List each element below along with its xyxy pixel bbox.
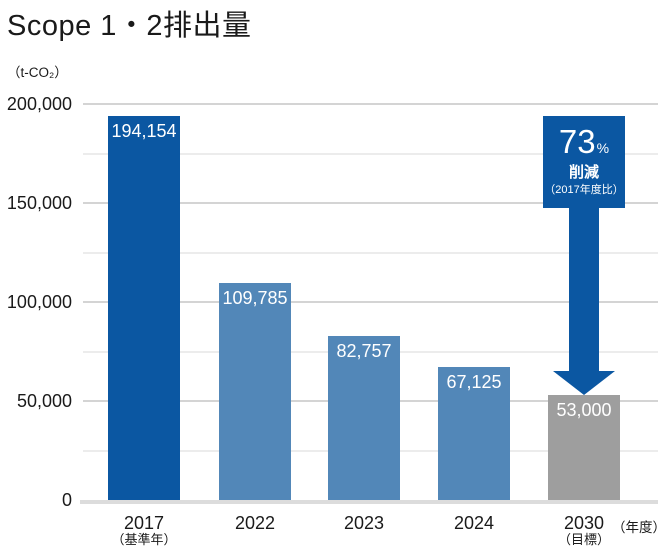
x-axis-line [80, 500, 658, 504]
reduction-percent-value: 73 [558, 123, 596, 160]
x-axis-tick-sublabel: （基準年） [111, 532, 177, 547]
bar-value-label: 82,757 [336, 341, 392, 362]
bar-2022: 109,785 [219, 282, 291, 500]
reduction-percent: 73 % [558, 123, 610, 163]
reduction-baseline-note: （2017年度比） [544, 184, 624, 196]
y-axis-tick-label: 150,000 [6, 193, 72, 213]
bar-value-label: 53,000 [556, 400, 612, 421]
x-axis-tick-label: 2030 [563, 513, 605, 533]
down-arrow-shaft [569, 205, 599, 372]
bar-2017: 194,154 [108, 115, 180, 500]
y-axis-tick-label: 0 [61, 490, 72, 510]
bar-value-label: 67,125 [446, 372, 502, 393]
bar-value-label: 109,785 [222, 287, 288, 308]
x-axis-tick-sublabel: （目標） [557, 532, 610, 547]
gridline [83, 301, 658, 303]
bar-2030: 53,000 [548, 395, 620, 500]
chart-title: Scope 1・2排出量 [7, 10, 252, 42]
bar-value-label: 194,154 [111, 120, 177, 141]
x-axis-tick-label: 2023 [343, 513, 385, 533]
reduction-label: 削減 [568, 164, 599, 181]
gridline [83, 103, 658, 105]
x-axis-unit-label: （年度） [612, 520, 660, 535]
y-axis-tick-label: 100,000 [6, 292, 72, 312]
bar-2023: 82,757 [328, 336, 400, 500]
y-axis-tick-label: 50,000 [16, 391, 72, 411]
y-axis-tick-label: 200,000 [6, 94, 72, 114]
x-axis-tick-label: 2022 [234, 513, 276, 533]
percent-sign: % [596, 140, 610, 156]
gridline [83, 202, 658, 204]
gridline [83, 251, 658, 254]
y-axis-unit-label: （t-CO₂） [7, 65, 68, 80]
x-axis-tick-label: 2024 [453, 513, 495, 533]
gridline [83, 152, 658, 155]
bar-2024: 67,125 [438, 367, 510, 500]
reduction-callout: 73 % 削減 （2017年度比） [543, 116, 625, 208]
x-axis-tick-label: 2017 [123, 513, 165, 533]
down-arrow-head-icon [553, 371, 615, 395]
